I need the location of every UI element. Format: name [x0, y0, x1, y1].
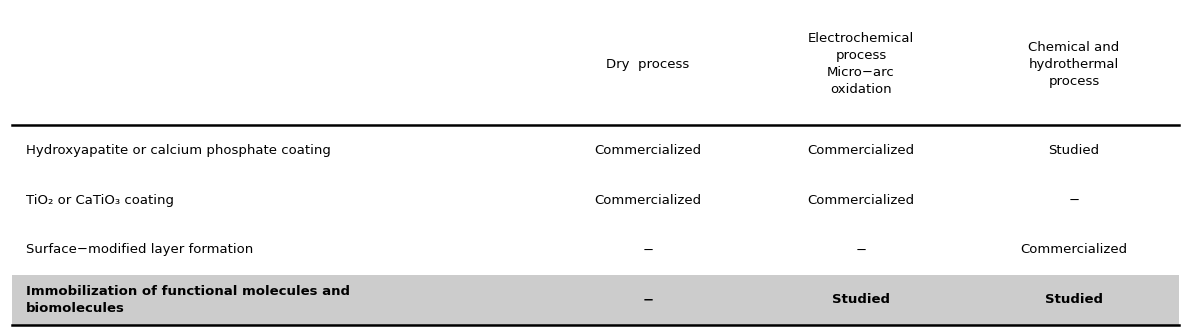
Text: Chemical and
hydrothermal
process: Chemical and hydrothermal process [1028, 41, 1120, 88]
Text: Studied: Studied [833, 293, 890, 306]
Text: Immobilization of functional molecules and
biomolecules: Immobilization of functional molecules a… [26, 285, 350, 315]
Text: Commercialized: Commercialized [1021, 243, 1128, 256]
Text: Dry  process: Dry process [606, 58, 690, 71]
Text: Commercialized: Commercialized [594, 194, 701, 207]
Text: −: − [1068, 194, 1079, 207]
Text: Studied: Studied [1048, 144, 1099, 157]
Text: Hydroxyapatite or calcium phosphate coating: Hydroxyapatite or calcium phosphate coat… [26, 144, 331, 157]
Bar [12, 275, 1179, 325]
Text: Electrochemical
process
Micro−arc
oxidation: Electrochemical process Micro−arc oxidat… [807, 32, 915, 96]
Text: Commercialized: Commercialized [594, 144, 701, 157]
Text: −: − [855, 243, 867, 256]
Text: TiO₂ or CaTiO₃ coating: TiO₂ or CaTiO₃ coating [26, 194, 174, 207]
Text: Studied: Studied [1045, 293, 1103, 306]
Text: Surface−modified layer formation: Surface−modified layer formation [26, 243, 254, 256]
Text: −: − [642, 243, 654, 256]
Text: Commercialized: Commercialized [807, 144, 915, 157]
Text: Commercialized: Commercialized [807, 194, 915, 207]
Text: −: − [642, 293, 654, 306]
